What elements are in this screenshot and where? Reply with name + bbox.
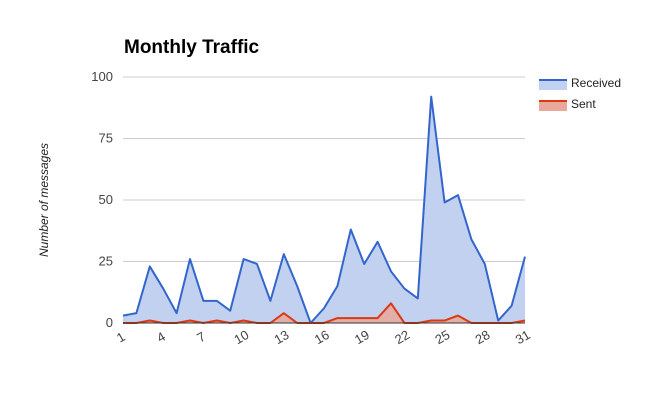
legend-item-received: Received [539,76,621,90]
y-tick-label: 100 [91,69,113,84]
y-tick-label: 75 [99,131,113,146]
y-tick-label: 50 [99,192,113,207]
legend-swatch [539,101,567,111]
chart-title: Monthly Traffic [124,37,260,58]
y-axis-label: Number of messages [37,143,51,257]
x-tick-label: 22 [392,327,412,347]
legend-item-sent: Sent [539,97,596,111]
legend: Received Sent [539,76,621,111]
y-tick-label: 0 [106,315,113,330]
x-tick-label: 10 [231,327,251,347]
x-tick-label: 1 [114,329,128,346]
series-areas [123,96,525,324]
x-tick-label: 4 [154,329,168,346]
x-tick-label: 19 [352,327,372,347]
y-tick-label: 25 [99,254,113,269]
x-tick-label: 31 [513,327,533,347]
x-tick-label: 13 [272,327,292,347]
legend-label: Received [571,76,621,90]
x-tick-label: 25 [432,327,452,347]
area-received [123,96,525,324]
x-tick-label: 16 [312,327,332,347]
x-tick-label: 7 [194,329,208,346]
legend-swatch [539,80,567,90]
x-tick-label: 28 [473,327,493,347]
legend-label: Sent [571,97,596,111]
axes: 0 25 50 75 100 1 4 7 10 13 16 19 22 25 28 31 [91,69,532,347]
